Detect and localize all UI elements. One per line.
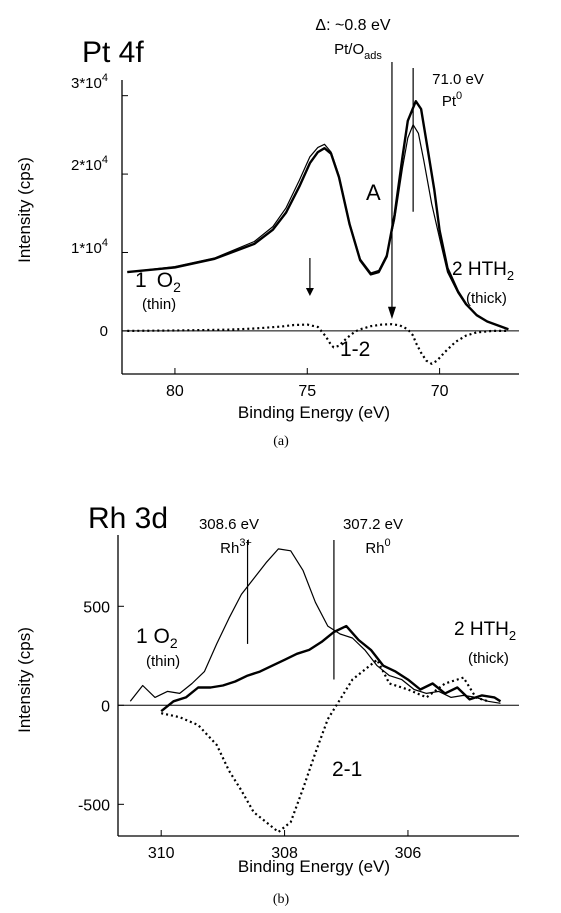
b-308eV-label: 308.6 eV	[199, 516, 259, 533]
a-71eV-label: 71.0 eV	[432, 71, 484, 88]
a-series-2-label: 2 HTH2	[452, 259, 514, 283]
panel-a-series-1-line	[127, 124, 509, 330]
panel-a-series-2-line	[127, 99, 509, 331]
panel-b-series-2-line	[160, 624, 502, 713]
panel-a-title: Pt 4f	[82, 36, 144, 69]
panel-a-caption: (a)	[273, 434, 289, 449]
panel-b-xtick-label-2: 306	[395, 845, 422, 862]
b-series-1-sublabel: (thin)	[146, 653, 180, 670]
a-pt0-label: Pt0	[442, 90, 462, 110]
panel-a-xtick-label-2: 70	[431, 383, 449, 400]
a-delta-annotation: Δ: ~0.8 eV	[315, 17, 391, 34]
a-ytick-2: 2*104	[71, 154, 108, 174]
b-rh0-label: Rh0	[365, 537, 390, 557]
panel-b-ytick-label-1: 0	[101, 698, 110, 715]
a-series-2-sublabel: (thick)	[466, 290, 507, 307]
b-series-2-sublabel: (thick)	[468, 650, 509, 667]
a-pt-oads-label: Pt/Oads	[334, 41, 382, 62]
panel-b-x-tick-labels: 310 308 306	[148, 845, 422, 862]
b-difference-label: 2-1	[332, 758, 362, 781]
panel-b-series-1-line	[129, 548, 501, 704]
b-series-2-label: 2 HTH2	[454, 619, 516, 643]
panel-a-series-3-line	[127, 323, 509, 365]
panel-b-xtick-label-0: 310	[148, 845, 175, 862]
b-series-1-label: 1 O2	[136, 625, 178, 651]
panel-b: Rh 3d -500 0 500 310 308 306 Binding Energy …	[15, 502, 519, 907]
panel-b-xtick-label-1: 308	[271, 845, 298, 862]
panel-b-ytick-label-0: -500	[78, 797, 110, 814]
a-ytick-3: 3*104	[71, 72, 108, 92]
panel-b-title: Rh 3d	[88, 502, 168, 535]
a-pt-oads-arrowhead	[387, 306, 396, 320]
panel-a-x-axis-label: Binding Energy (eV)	[238, 403, 390, 422]
a-peak-A-label: A	[366, 180, 381, 205]
panel-b-x-axis-label: Binding Energy (eV)	[238, 857, 390, 876]
panel-a: Pt 4f 0 1*104 2*104 3*104 80 75 70 Binding…	[15, 17, 519, 449]
panel-b-y-axis-label: Intensity (cps)	[15, 627, 34, 733]
panel-b-ytick-label-2: 500	[83, 599, 110, 616]
panel-a-x-tick-labels: 80 75 70	[166, 383, 449, 400]
a-difference-label: 1-2	[340, 338, 370, 361]
panel-a-xtick-label-1: 75	[298, 383, 316, 400]
a-ytick-1: 1*104	[71, 237, 108, 257]
panel-b-caption: (b)	[273, 892, 290, 907]
panel-b-plot-area	[117, 535, 519, 837]
panel-b-series-3-line	[160, 658, 489, 834]
panel-a-y-tick-labels: 0 1*104 2*104 3*104	[71, 72, 108, 340]
panel-b-y-tick-labels: -500 0 500	[78, 599, 110, 814]
a-ytick-0: 0	[100, 323, 108, 340]
a-series-1-label: 1 O2	[135, 269, 181, 295]
a-small-arrowhead	[305, 288, 314, 296]
panel-a-xtick-label-0: 80	[166, 383, 184, 400]
b-307eV-label: 307.2 eV	[343, 516, 403, 533]
panel-a-y-axis-label: Intensity (cps)	[15, 157, 34, 263]
panel-a-plot-area	[121, 62, 519, 375]
a-series-1-sublabel: (thin)	[142, 296, 176, 313]
